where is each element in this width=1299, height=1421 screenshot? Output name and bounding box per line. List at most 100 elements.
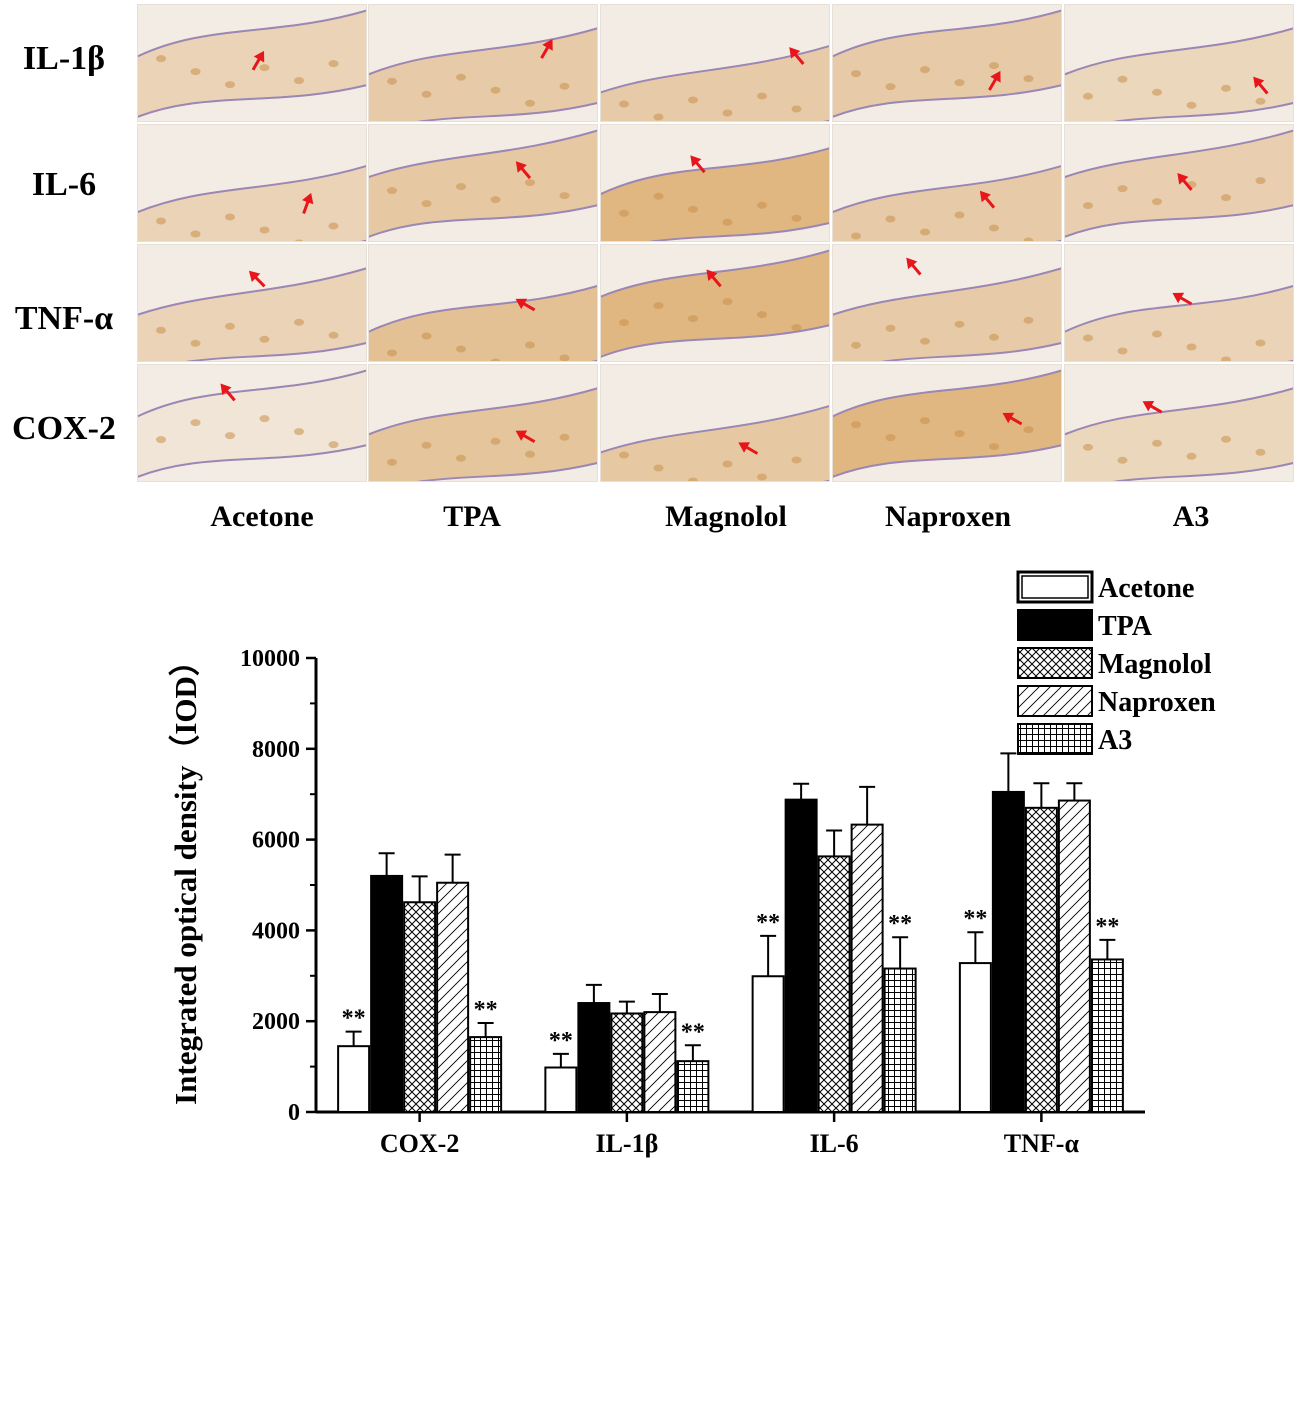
legend-swatch	[1017, 723, 1093, 755]
row-label: IL-6	[31, 166, 97, 203]
micrograph-panel	[137, 244, 367, 362]
bar	[577, 1002, 611, 1114]
micrograph-panel	[600, 244, 830, 362]
bar	[337, 1045, 371, 1114]
micrograph-panel	[600, 4, 830, 122]
micrograph-panel	[600, 364, 830, 482]
micrograph-panel	[368, 124, 598, 242]
bar	[784, 798, 818, 1113]
red-arrow-icon	[251, 50, 265, 71]
x-tick-label: IL-6	[810, 1129, 859, 1158]
bar	[643, 1011, 677, 1113]
x-tick-label: IL-1β	[595, 1129, 658, 1158]
y-tick-label: 6000	[252, 828, 300, 854]
micrograph-panel	[137, 4, 367, 122]
column-label: Naproxen	[884, 500, 1012, 533]
red-arrow-icon	[738, 442, 759, 455]
legend-label: A3	[1098, 725, 1132, 756]
significance-marker: **	[342, 1006, 366, 1032]
micrograph-panel	[832, 4, 1062, 122]
significance-marker: **	[681, 1019, 705, 1045]
bar	[436, 881, 470, 1114]
x-tick-label: TNF-α	[1004, 1129, 1080, 1158]
red-arrow-icon	[1253, 76, 1269, 95]
red-arrow-icon	[220, 383, 236, 402]
row-label: COX-2	[12, 410, 116, 447]
bar	[991, 790, 1025, 1113]
micrograph-grid: IL-1β IL-6 TNF-α COX-2 Acetone TPA Magnolol Nap…	[0, 0, 1299, 560]
legend-swatch	[1017, 647, 1093, 679]
bar	[850, 823, 884, 1113]
bar	[883, 967, 917, 1114]
significance-marker: **	[888, 911, 912, 937]
y-tick-label: 4000	[252, 918, 300, 944]
legend-label: Naproxen	[1098, 687, 1216, 718]
y-tick-label: 2000	[252, 1009, 300, 1035]
significance-marker: **	[474, 997, 498, 1023]
micrograph-panel	[137, 124, 367, 242]
row-label: IL-1β	[22, 40, 106, 77]
legend-label: TPA	[1098, 611, 1153, 642]
legend-swatch	[1016, 570, 1094, 604]
red-arrow-icon	[690, 155, 706, 174]
bar	[1057, 799, 1091, 1113]
y-tick-label: 10000	[240, 646, 300, 672]
micrograph-panel	[1064, 124, 1294, 242]
red-arrow-icon	[1002, 412, 1023, 426]
micrograph-panel	[1064, 4, 1294, 122]
bar	[610, 1012, 644, 1113]
red-arrow-icon	[988, 70, 1001, 91]
column-label: Magnolol	[665, 500, 787, 533]
column-label: TPA	[443, 500, 501, 533]
red-arrow-icon	[789, 47, 805, 65]
significance-marker: **	[756, 910, 780, 936]
significance-marker: **	[1095, 914, 1119, 940]
red-arrow-icon	[515, 161, 532, 180]
micrograph-panel	[368, 4, 598, 122]
red-arrow-icon	[248, 270, 266, 288]
legend-swatch	[1017, 685, 1093, 717]
micrograph-panel	[137, 364, 367, 482]
micrograph-panel	[832, 124, 1062, 242]
column-label: Acetone	[210, 500, 314, 533]
micrograph-panel	[832, 364, 1062, 482]
bar	[1090, 958, 1124, 1113]
y-tick-label: 0	[288, 1100, 300, 1126]
bar	[1024, 806, 1058, 1113]
significance-marker: **	[549, 1028, 573, 1054]
red-arrow-icon	[540, 39, 553, 59]
micrograph-panel	[1064, 244, 1294, 362]
red-arrow-icon	[515, 430, 536, 443]
red-arrow-icon	[979, 190, 996, 209]
bar-chart: 0 2000 4000 6000 8000 10000 Integrated optical…	[168, 570, 1216, 1158]
bar	[958, 962, 992, 1114]
legend-swatch-inner	[1021, 575, 1089, 599]
legend-swatch	[1017, 609, 1093, 641]
micrograph-panel	[368, 364, 598, 482]
red-arrow-icon	[906, 257, 922, 276]
red-arrow-icon	[302, 192, 314, 215]
red-arrow-icon	[706, 269, 722, 288]
micrograph-panel	[832, 244, 1062, 362]
bar	[370, 874, 404, 1114]
bar	[469, 1036, 503, 1113]
red-arrow-icon	[1177, 173, 1193, 191]
legend-label: Magnolol	[1098, 649, 1212, 680]
y-tick-label: 8000	[252, 737, 300, 763]
micrograph-panel	[600, 124, 830, 242]
micrograph-panel	[368, 244, 598, 362]
column-label: A3	[1172, 500, 1210, 533]
y-axis-label: Integrated optical density（IOD）	[168, 645, 203, 1105]
bar	[403, 901, 437, 1114]
x-tick-label: COX-2	[380, 1129, 459, 1158]
red-arrow-icon	[1142, 401, 1163, 414]
bar	[544, 1066, 578, 1113]
red-arrow-icon	[1172, 292, 1193, 306]
row-label: TNF-α	[14, 300, 114, 337]
legend-label: Acetone	[1098, 573, 1194, 604]
significance-marker: **	[963, 906, 987, 932]
bar	[817, 855, 851, 1114]
bar	[676, 1060, 710, 1114]
red-arrow-icon	[515, 298, 536, 312]
bar	[751, 975, 785, 1113]
